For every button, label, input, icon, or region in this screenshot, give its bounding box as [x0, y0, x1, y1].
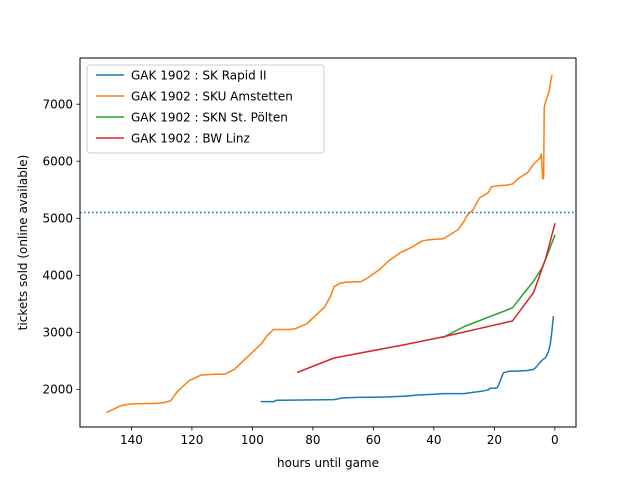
y-axis-ticks: 2000 3000 4000 5000 6000 7000 [42, 97, 80, 397]
legend-label-1: GAK 1902 : SK Rapid II [131, 68, 267, 82]
series-line-2 [106, 74, 553, 414]
x-tick-label: 0 [551, 433, 559, 447]
y-axis-label: tickets sold (online available) [16, 155, 30, 331]
x-axis-label: hours until game [277, 456, 379, 470]
x-tick-label: 120 [180, 433, 203, 447]
x-tick-label: 40 [426, 433, 441, 447]
legend-label-4: GAK 1902 : BW Linz [131, 131, 250, 145]
legend-box [86, 64, 325, 154]
y-tick-label: 3000 [42, 326, 73, 340]
x-tick-label: 140 [120, 433, 143, 447]
x-tick-label: 20 [487, 433, 502, 447]
series-line-1 [260, 316, 555, 403]
x-tick-label: 100 [241, 433, 264, 447]
y-tick-label: 5000 [42, 212, 73, 226]
y-tick-label: 7000 [42, 97, 73, 111]
series-lines [106, 74, 556, 414]
y-tick-label: 4000 [42, 269, 73, 283]
plot-frame [79, 57, 577, 428]
y-tick-label: 6000 [42, 155, 73, 169]
series-line-4 [296, 223, 556, 374]
legend-label-3: GAK 1902 : SKN St. Pölten [131, 110, 288, 124]
legend: GAK 1902 : SK Rapid II GAK 1902 : SKU Ams… [86, 64, 325, 154]
legend-items: GAK 1902 : SK Rapid II GAK 1902 : SKU Ams… [96, 68, 293, 145]
x-axis-ticks: 140 120 100 80 60 40 20 0 [120, 427, 559, 447]
y-tick-label: 2000 [42, 383, 73, 397]
x-tick-label: 80 [305, 433, 320, 447]
x-tick-label: 60 [366, 433, 381, 447]
legend-label-2: GAK 1902 : SKU Amstetten [131, 89, 293, 103]
